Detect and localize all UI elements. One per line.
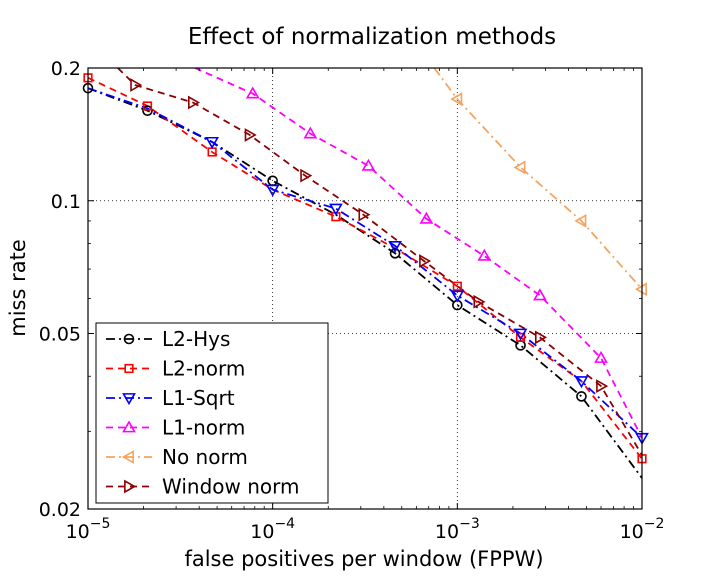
- data-point-no-norm: [513, 160, 526, 175]
- chart-title: Effect of normalization methods: [188, 24, 556, 50]
- series-line-l1-norm: [193, 68, 642, 439]
- x-tick-label: 10−3: [435, 516, 480, 543]
- series-line-l2-norm: [88, 76, 642, 460]
- legend-label-l1-sqrt: L1-Sqrt: [162, 386, 235, 410]
- y-axis-label: miss rate: [6, 239, 30, 337]
- data-point-l2-norm: [142, 101, 153, 111]
- legend-marker-no-norm: [121, 450, 134, 464]
- data-point-l2-norm: [515, 332, 526, 342]
- series-lines: [88, 68, 642, 479]
- y-axis: 0.02 0.05 0.1 0.2: [39, 58, 642, 521]
- data-point-l1-sqrt: [388, 240, 402, 254]
- legend-label-l2-norm: L2-norm: [162, 357, 245, 381]
- data-point-no-norm: [450, 92, 463, 107]
- data-point-l2-hys: [389, 248, 401, 259]
- data-point-l1-norm: [477, 248, 492, 261]
- data-point-l1-norm: [245, 86, 260, 99]
- data-point-l1-norm: [533, 288, 547, 301]
- series-line-no-norm: [433, 68, 642, 290]
- legend-marker-window-norm: [124, 479, 137, 494]
- data-point-l1-sqrt: [513, 328, 528, 341]
- data-point-window-norm: [188, 95, 201, 110]
- legend-label-no-norm: No norm: [162, 445, 248, 469]
- data-point-no-norm: [634, 282, 647, 297]
- data-point-l1-sqrt: [265, 184, 280, 197]
- data-point-l1-sqrt: [205, 136, 219, 149]
- series-line-window-norm: [117, 68, 642, 456]
- legend-label-l2-hys: L2-Hys: [162, 327, 230, 351]
- data-point-window-norm: [596, 379, 609, 393]
- data-point-window-norm: [419, 254, 432, 268]
- y-tick-label: 0.02: [39, 499, 81, 521]
- legend: L2-Hys L2-norm L1-Sqrt L1-norm No norm Window…: [95, 322, 329, 504]
- x-tick-label: 10−5: [66, 516, 111, 543]
- legend-box: [95, 322, 329, 504]
- x-axis-label: false positives per window (FPPW): [184, 547, 543, 571]
- data-point-no-norm: [574, 214, 587, 228]
- data-point-l1-sqrt: [574, 376, 589, 389]
- x-tick-label: 10−2: [620, 516, 665, 543]
- legend-marker-l2-hys: [123, 333, 135, 345]
- x-tick-label: 10−4: [250, 516, 295, 543]
- data-point-l1-norm: [361, 158, 376, 171]
- data-point-l2-norm: [452, 281, 462, 291]
- data-point-l2-hys: [142, 105, 153, 117]
- data-point-l1-norm: [594, 350, 608, 363]
- series-line-l1-sqrt: [88, 87, 642, 439]
- series-line-l2-hys: [88, 87, 642, 479]
- legend-marker-l1-sqrt: [122, 393, 136, 406]
- y-tick-label: 0.05: [39, 324, 81, 346]
- x-axis: 10−5 10−4 10−3 10−2: [66, 68, 665, 543]
- legend-label-l1-norm: L1-norm: [162, 416, 245, 440]
- data-point-window-norm: [130, 78, 143, 92]
- data-point-window-norm: [244, 128, 257, 142]
- legend-marker-l2-norm: [124, 363, 134, 374]
- legend-label-window-norm: Window norm: [162, 475, 299, 499]
- legend-marker-l1-norm: [122, 420, 136, 433]
- y-tick-label: 0.2: [51, 58, 81, 80]
- data-point-l1-norm: [303, 126, 318, 139]
- data-point-l1-norm: [419, 211, 434, 224]
- data-point-window-norm: [358, 207, 371, 222]
- data-point-l1-sqrt: [329, 203, 343, 216]
- y-tick-label: 0.1: [51, 191, 81, 213]
- data-point-window-norm: [473, 294, 486, 309]
- data-point-window-norm: [300, 168, 313, 183]
- data-point-window-norm: [534, 330, 548, 345]
- data-point-l2-hys: [576, 391, 587, 402]
- plot-frame: [87, 67, 643, 510]
- data-point-l1-sqrt: [450, 290, 465, 303]
